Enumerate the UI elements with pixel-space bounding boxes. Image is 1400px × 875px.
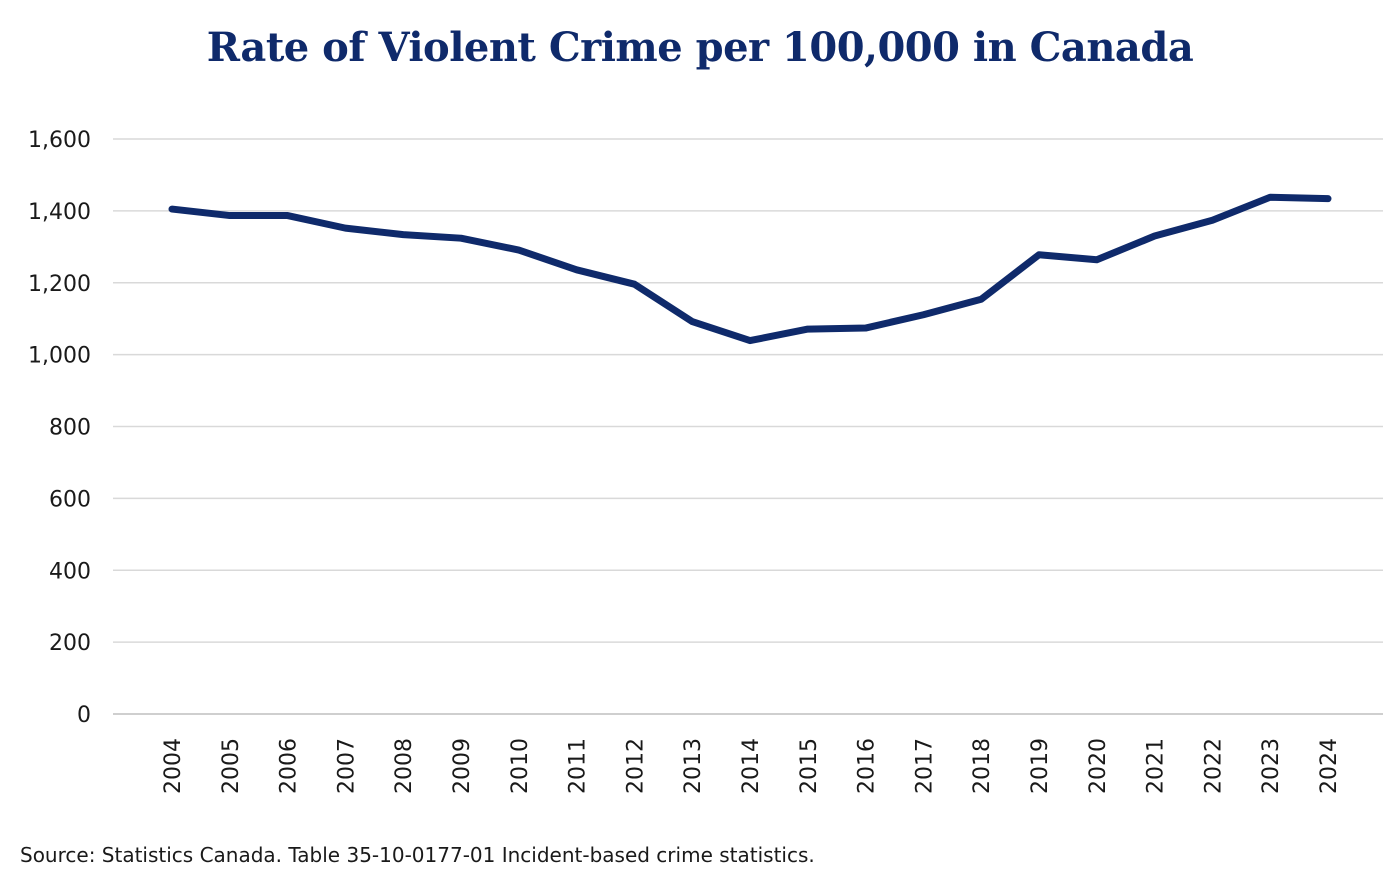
x-tick-label: 2007	[334, 738, 359, 794]
x-tick-label: 2014	[739, 738, 764, 794]
x-tick-label: 2019	[1028, 738, 1053, 794]
data-point	[1093, 256, 1100, 263]
x-tick-label: 2024	[1317, 738, 1342, 794]
gridlines	[113, 138, 1383, 715]
x-tick-label: 2006	[277, 738, 302, 794]
x-tick-label: 2012	[623, 738, 648, 794]
data-point	[862, 325, 869, 332]
data-point	[920, 311, 927, 318]
y-tick-label: 0	[77, 703, 91, 728]
x-tick-label: 2005	[219, 738, 244, 794]
series-layer	[168, 193, 1332, 345]
x-tick-label: 2023	[1259, 738, 1284, 794]
x-tick-label: 2021	[1144, 738, 1169, 794]
y-tick-label: 200	[49, 631, 91, 656]
data-point	[342, 225, 349, 232]
x-tick-label: 2010	[508, 738, 533, 794]
y-tick-label: 1,600	[28, 128, 91, 153]
y-tick-label: 400	[49, 559, 91, 584]
data-point	[631, 281, 638, 288]
x-tick-label: 2020	[1086, 738, 1111, 794]
data-point	[1036, 251, 1042, 258]
y-tick-label: 1,000	[28, 344, 91, 369]
data-point	[284, 212, 291, 219]
x-tick-label: 2008	[392, 738, 417, 794]
data-point	[1325, 195, 1331, 202]
y-tick-label: 800	[49, 416, 91, 441]
x-tick-label: 2017	[912, 738, 937, 794]
x-tick-label: 2009	[450, 738, 475, 794]
data-point	[515, 247, 522, 254]
series-line	[168, 193, 1332, 345]
x-tick-label: 2018	[970, 738, 995, 794]
data-point	[1209, 217, 1216, 224]
data-point	[169, 206, 175, 213]
data-point	[1151, 233, 1158, 240]
data-point	[226, 212, 233, 219]
data-point	[747, 337, 753, 344]
data-point	[804, 326, 811, 333]
x-tick-label: 2011	[566, 738, 591, 794]
x-tick-label: 2016	[855, 738, 880, 794]
x-tick-label: 2015	[797, 738, 822, 794]
x-tick-label: 2013	[681, 738, 706, 794]
data-point	[573, 266, 580, 273]
data-point	[689, 318, 696, 325]
chart-title: Rate of Violent Crime per 100,000 in Can…	[206, 24, 1194, 71]
data-point	[458, 235, 464, 242]
y-axis-ticks: 0 200 400 600 800 1,000 1,200 1,400 1,600	[28, 128, 91, 728]
source-note: Source: Statistics Canada. Table 35-10-0…	[20, 843, 815, 867]
y-tick-label: 1,400	[28, 200, 91, 225]
data-point	[1267, 194, 1274, 201]
data-point	[978, 296, 985, 303]
x-tick-label: 2004	[161, 738, 186, 794]
y-tick-label: 1,200	[28, 272, 91, 297]
y-tick-label: 600	[49, 487, 91, 512]
data-point	[400, 231, 407, 238]
x-tick-label: 2022	[1201, 738, 1226, 794]
x-axis-ticks: 2004 2005 2006 2007 2008 2009 2010 2011 2012 2013…	[161, 738, 1342, 794]
